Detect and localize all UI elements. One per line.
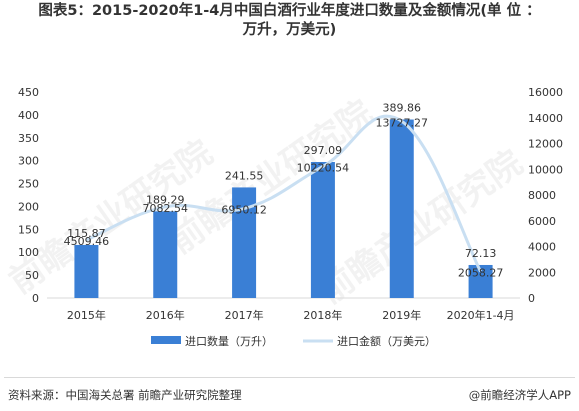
legend-bar-swatch (151, 336, 181, 344)
bar (74, 244, 99, 298)
chart-title: 图表5：2015-2020年1-4月中国白酒行业年度进口数量及金额情况(单 位 … (0, 2, 579, 40)
y-right-tick-label: 0 (528, 292, 535, 305)
x-tick-label: 2018年 (303, 308, 342, 322)
y-left-tick-label: 350 (18, 132, 39, 145)
footer-divider (4, 377, 575, 378)
combo-chart: 0 50 100 150 200 250 300 350 400 450 0 2000 4000 6000… (18, 86, 563, 348)
bar (310, 161, 335, 298)
y-left-tick-label: 250 (18, 178, 39, 191)
x-tick-label: 2016年 (146, 308, 185, 322)
y-left-tick-label: 450 (18, 86, 39, 99)
chart-title-line1: 图表5：2015-2020年1-4月中国白酒行业年度进口数量及金额情况(单 位 … (38, 3, 541, 19)
y-right-tick-label: 6000 (528, 215, 556, 228)
brand-credit: @前瞻经济学人APP (468, 388, 571, 402)
x-tick-label: 2015年 (67, 308, 106, 322)
y-left-tick-label: 50 (25, 269, 39, 282)
y-left-tick-label: 150 (18, 223, 39, 236)
bar-data-label: 189.29 (146, 193, 185, 206)
legend-bar-label: 进口数量（万升） (185, 335, 273, 348)
x-tick-label: 2020年1-4月 (447, 308, 515, 322)
y-left-tick-label: 300 (18, 155, 39, 168)
bar-data-label: 389.86 (383, 102, 422, 115)
series-line (85, 114, 482, 273)
legend-line-label: 进口金额（万美元） (337, 334, 436, 348)
y-right-tick-label: 10000 (528, 163, 563, 176)
y-right-tick-label: 8000 (528, 189, 556, 202)
line-data-label: 6950.12 (221, 204, 267, 217)
y-right-tick-label: 2000 (528, 266, 556, 279)
chart-title-line2: 万升，万美元) (242, 22, 337, 38)
y-right-tick-label: 4000 (528, 241, 556, 254)
bar-data-label: 115.87 (67, 227, 106, 240)
line-data-label: 10220.54 (297, 161, 350, 174)
y-left-tick-label: 100 (18, 246, 39, 259)
line-data-label: 2058.27 (458, 266, 504, 279)
bar-data-label: 297.09 (304, 144, 343, 157)
y-right-tick-label: 14000 (528, 112, 563, 125)
line-data-label: 7082.54 (143, 202, 189, 215)
y-right-tick-label: 12000 (528, 138, 563, 151)
bar (153, 211, 178, 298)
y-right-tick-label: 16000 (528, 86, 563, 99)
bar-data-label: 72.13 (465, 247, 497, 260)
bar (232, 187, 257, 298)
bar-data-label: 241.55 (225, 169, 264, 182)
bar (389, 119, 414, 298)
x-tick-label: 2017年 (225, 308, 264, 322)
footer: 资料来源：中国海关总署 前瞻产业研究院整理 @前瞻经济学人APP (8, 387, 571, 405)
line-data-label: 4509.46 (64, 235, 110, 248)
line-data-label: 13727.27 (376, 116, 429, 129)
y-left-tick-label: 200 (18, 200, 39, 213)
x-tick-label: 2019年 (382, 308, 421, 322)
y-left-tick-label: 400 (18, 109, 39, 122)
y-left-tick-label: 0 (32, 292, 39, 305)
source-note: 资料来源：中国海关总署 前瞻产业研究院整理 (8, 388, 242, 402)
